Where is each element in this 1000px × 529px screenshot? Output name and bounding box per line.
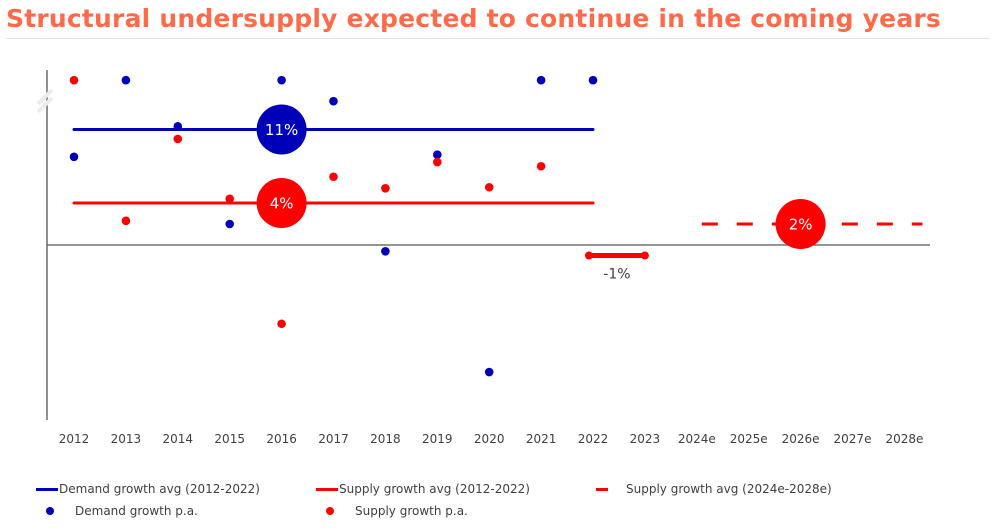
demand-point-2014 <box>173 122 183 131</box>
x-tick-label: 2016 <box>266 432 297 446</box>
supply-growth-avg-2024e-2028e-bubble-label: 2% <box>789 216 813 234</box>
supply-point-2016 <box>277 319 286 329</box>
supply-point-2013 <box>121 216 131 226</box>
supply-growth-avg-2012-2022-bubble-label: 4% <box>270 195 294 213</box>
x-tick-label: 2020 <box>474 432 505 446</box>
legend-label: Demand growth avg (2012-2022) <box>59 482 260 496</box>
legend-item-supply-pa: Supply growth p.a. <box>316 504 468 518</box>
legend-label: Supply growth avg (2024e-2028e) <box>626 482 832 496</box>
supply-point-2021 <box>536 161 546 171</box>
demand-point-2020 <box>484 367 494 377</box>
demand-point-2016 <box>277 75 286 85</box>
supply-point-2019 <box>433 157 442 167</box>
x-tick-label: 2013 <box>111 432 142 446</box>
legend-dot-demand-icon <box>46 507 54 515</box>
supply-point-2017 <box>329 172 338 182</box>
supply-point-2012 <box>69 75 79 85</box>
legend-item-demand-pa: Demand growth p.a. <box>36 504 198 518</box>
x-tick-label: 2015 <box>214 432 245 446</box>
demand-point-2018 <box>381 247 390 256</box>
demand-point-2013 <box>121 75 131 85</box>
x-tick-label: 2028e <box>885 432 923 446</box>
x-tick-label: 2012 <box>59 432 90 446</box>
x-tick-label: 2027e <box>834 432 872 446</box>
supply-point-2018 <box>381 184 390 193</box>
supply-point-2014 <box>173 134 183 144</box>
demand-growth-avg-2012-2022-bubble <box>256 104 307 155</box>
axis-break-mark <box>36 88 54 106</box>
x-tick-label: 2017 <box>318 432 349 446</box>
x-tick-label: 2022 <box>578 432 609 446</box>
legend-label: Supply growth p.a. <box>355 504 468 518</box>
segment-end-cap <box>640 251 649 260</box>
x-tick-label: 2023 <box>630 432 661 446</box>
legend-dot-supply-icon <box>326 507 334 515</box>
x-tick-label: 2025e <box>730 432 768 446</box>
supply-point-2015 <box>225 194 234 204</box>
legend-item-supply-forecast-avg: Supply growth avg (2024e-2028e) <box>591 482 832 496</box>
x-tick-label: 2019 <box>422 432 453 446</box>
x-tick-label: 2018 <box>370 432 401 446</box>
legend-line-demand-icon <box>36 487 58 491</box>
legend-label: Demand growth p.a. <box>75 504 198 518</box>
demand-point-2022 <box>588 75 598 85</box>
demand-point-2015 <box>225 219 234 229</box>
supply-point-2020 <box>484 182 494 192</box>
legend-dash-supply-icon <box>596 487 608 491</box>
demand-growth-avg-2012-2022-bubble-label: 11% <box>265 121 298 139</box>
legend-item-demand-avg: Demand growth avg (2012-2022) <box>36 482 260 496</box>
x-tick-label: 2014 <box>163 432 194 446</box>
x-tick-label: 2021 <box>526 432 557 446</box>
demand-point-2012 <box>69 152 79 162</box>
demand-point-2017 <box>329 96 338 106</box>
supply-growth-avg-2024e-2028e-bubble <box>775 199 826 249</box>
segment-end-cap <box>585 251 593 260</box>
value-label-2023: -1% <box>603 267 630 283</box>
legend-line-supply-icon <box>316 487 338 491</box>
x-tick-label: 2024e <box>678 432 716 446</box>
axis-break-mark <box>36 96 54 114</box>
chart-title: Structural undersupply expected to conti… <box>6 4 942 33</box>
supply-growth-avg-2012-2022-bubble <box>256 178 307 228</box>
legend-item-supply-avg: Supply growth avg (2012-2022) <box>316 482 530 496</box>
demand-point-2019 <box>433 150 442 159</box>
legend-label: Supply growth avg (2012-2022) <box>339 482 530 496</box>
x-tick-label: 2026e <box>782 432 820 446</box>
title-divider <box>6 38 990 39</box>
demand-point-2021 <box>536 75 546 85</box>
chart-canvas: 11% 4% -1% 2% 2012 2013 2014 2015 2016 2017 2018 2… <box>36 70 930 446</box>
